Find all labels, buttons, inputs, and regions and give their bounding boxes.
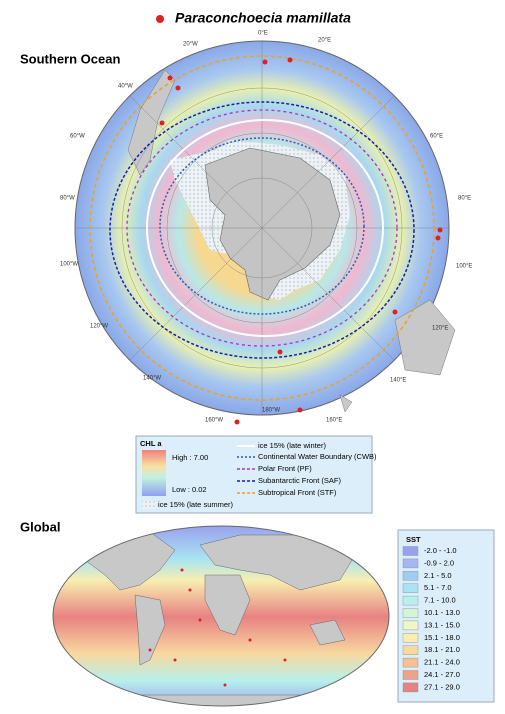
legend-swatch — [402, 670, 419, 680]
longitude-label: 120°W — [90, 324, 108, 330]
legend-title: SST — [406, 535, 421, 544]
longitude-label: 140°W — [143, 376, 161, 382]
legend-label: ice 15% (late summer) — [158, 500, 234, 509]
legend-swatch — [402, 595, 419, 606]
title: Paraconchoecia mamillata — [175, 10, 351, 26]
legend-label: Subantarctic Front (SAF) — [258, 476, 341, 485]
longitude-label: 80°W — [60, 196, 75, 202]
longitude-label: 20°E — [318, 38, 331, 44]
legend-label: 18.1 - 21.0 — [424, 645, 460, 654]
map-title: Global — [20, 519, 60, 534]
longitude-label: 40°W — [118, 84, 133, 90]
legend-swatch — [402, 583, 419, 593]
legend-swatch — [402, 558, 419, 569]
legend-label: Subtropical Front (STF) — [258, 488, 337, 497]
legend-label: -0.9 - 2.0 — [424, 558, 454, 567]
longitude-labels: 0°E 20°E 60°E 80°E 100°E 120°E 140°E 160… — [60, 31, 472, 424]
legend-swatch — [402, 546, 419, 556]
chl-legend: CHL a High : 7.00 Low : 0.02 ice 15% (la… — [135, 435, 377, 514]
legend-swatch — [402, 645, 419, 655]
legend-swatch — [402, 608, 419, 618]
legend-dot — [156, 15, 164, 23]
global-map — [52, 525, 390, 707]
longitude-label: 0°E — [258, 31, 268, 37]
legend-label: 27.1 - 29.0 — [424, 682, 460, 691]
longitude-label: 180°W — [262, 408, 280, 414]
longitude-label: 140°E — [390, 378, 406, 384]
legend-label: Polar Front (PF) — [258, 464, 312, 473]
longitude-label: 160°W — [205, 418, 223, 424]
longitude-label: 100°W — [60, 262, 78, 268]
legend-swatch — [402, 633, 419, 643]
sst-legend: SST -2.0 - -1.0 -0.9 - 2.0 2.1 - 5.0 5.1 - … — [397, 529, 495, 703]
legend-label: Continental Water Boundary (CWB) — [258, 452, 377, 461]
longitude-label: 60°W — [70, 134, 85, 140]
map-title: Southern Ocean — [20, 51, 120, 66]
longitude-label: 60°E — [430, 134, 443, 140]
legend-label: 13.1 - 15.0 — [424, 620, 460, 629]
longitude-label: 100°E — [456, 264, 472, 270]
legend-label: 2.1 - 5.0 — [424, 571, 452, 580]
legend-label: 21.1 - 24.0 — [424, 658, 460, 667]
longitude-label: 160°E — [326, 418, 342, 424]
legend-label: 5.1 - 7.0 — [424, 583, 452, 592]
legend-label: ice 15% (late winter) — [258, 441, 326, 450]
legend-label: 15.1 - 18.0 — [424, 633, 460, 642]
legend-label: Low : 0.02 — [172, 485, 207, 494]
legend-swatch — [402, 682, 419, 693]
legend-label: High : 7.00 — [172, 453, 208, 462]
legend-label: 24.1 - 27.0 — [424, 670, 460, 679]
legend-swatch — [402, 657, 419, 668]
longitude-label: 120°E — [432, 326, 448, 332]
longitude-label: 80°E — [458, 196, 471, 202]
legend-title: CHL a — [140, 439, 162, 448]
polar-map — [74, 40, 456, 425]
legend-swatch — [402, 571, 419, 581]
legend-swatch — [402, 620, 419, 631]
legend-label: 7.1 - 10.0 — [424, 596, 456, 605]
legend-label: -2.0 - -1.0 — [424, 546, 457, 555]
longitude-label: 20°W — [183, 42, 198, 48]
legend-label: 10.1 - 13.0 — [424, 608, 460, 617]
